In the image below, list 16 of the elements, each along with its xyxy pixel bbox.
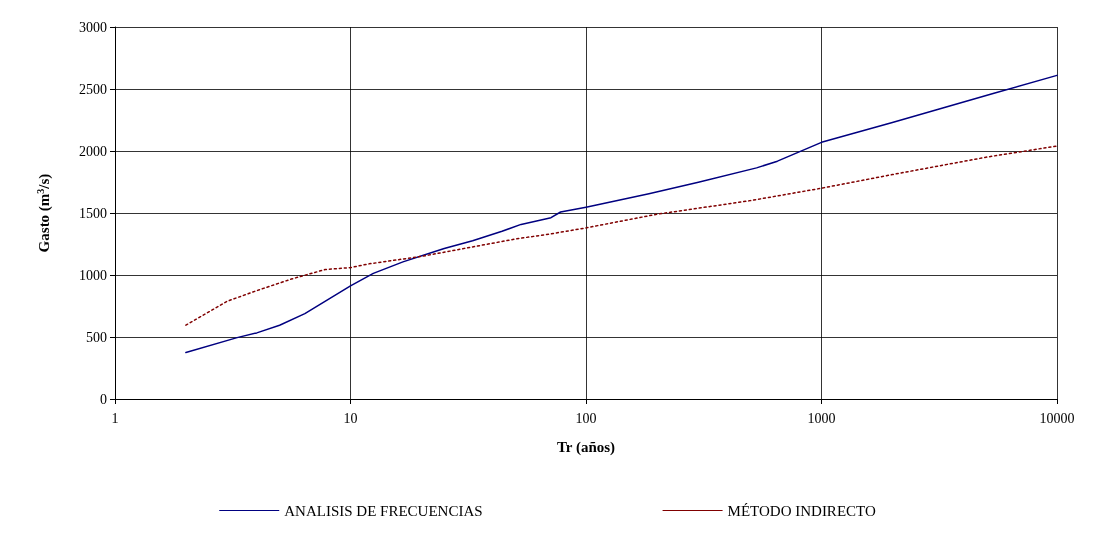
y-axis-title: Gasto (m3/s) [34,173,53,253]
legend-label: ANALISIS DE FRECUENCIAS [284,502,483,519]
y-tick-label: 1500 [79,205,107,221]
legend-label: MÉTODO INDIRECTO [727,502,876,519]
x-tick-label: 10 [343,410,358,426]
y-tick-label: 2500 [79,81,107,97]
y-tick-label: 1000 [79,267,107,283]
y-tick-label: 0 [100,391,107,407]
y-tick-label: 500 [86,329,107,345]
x-tick-label: 10000 [1039,410,1075,426]
x-axis-title: Tr (años) [556,438,616,456]
x-tick-label: 1000 [807,410,836,426]
x-tick-label: 100 [575,410,597,426]
y-tick-label: 3000 [79,19,107,35]
y-tick-label: 2000 [79,143,107,159]
x-tick-label: 1 [111,410,119,426]
